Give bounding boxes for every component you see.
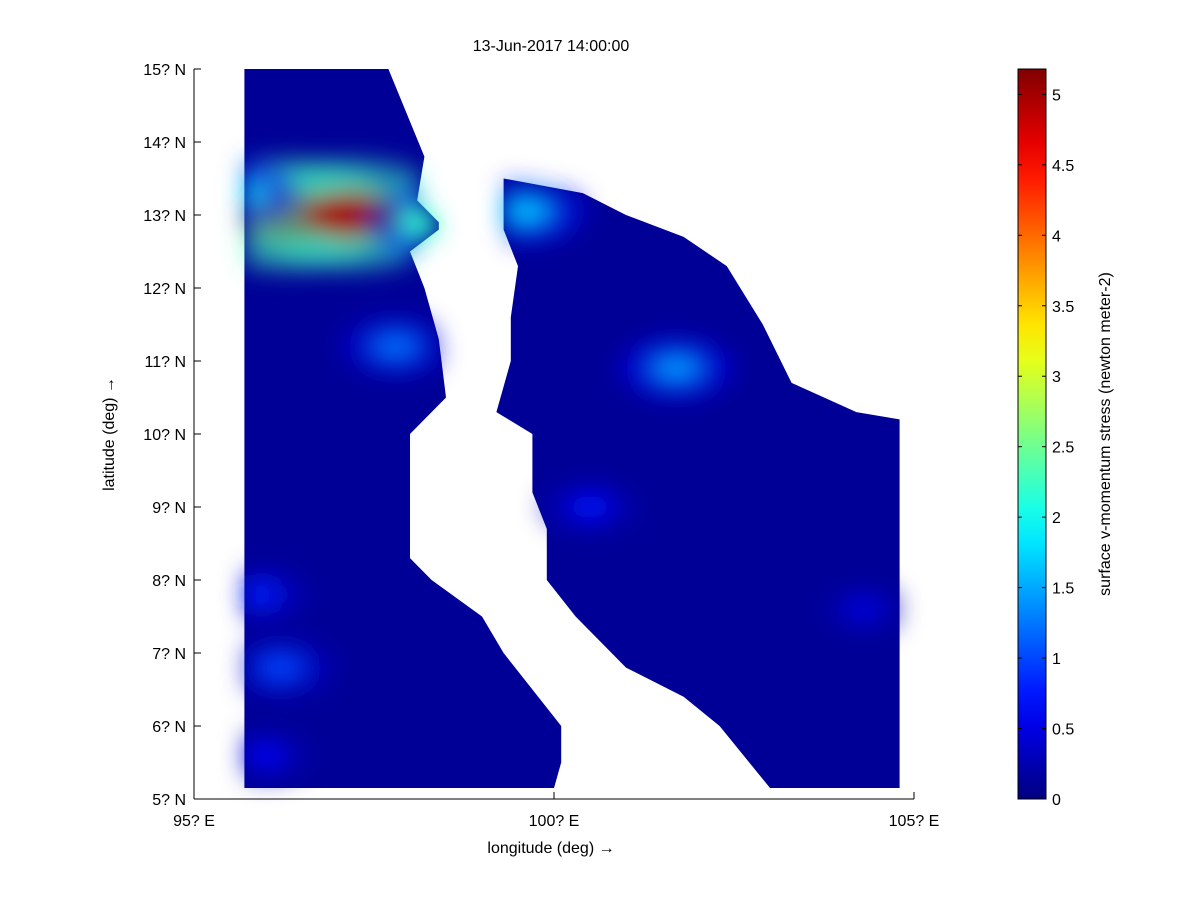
stress-hotspot bbox=[244, 178, 266, 209]
colorbar-tick-label: 0.5 bbox=[1052, 722, 1074, 739]
axes: 5? N 6? N 7? N 8? N 9? N 10? N 11? N 12? N 13? N… bbox=[143, 62, 939, 830]
colorbar-bar bbox=[1017, 68, 1047, 800]
stress-hotspot bbox=[650, 354, 703, 383]
colorbar-tick-label: 4.5 bbox=[1052, 158, 1074, 175]
stress-hotspot bbox=[256, 654, 305, 681]
y-tick-label: 13? N bbox=[143, 208, 186, 225]
y-tick-label: 10? N bbox=[143, 427, 186, 444]
plot-area bbox=[244, 69, 900, 788]
colorbar: 0 0.5 1 1.5 2 2.5 3 3.5 4 4.5 5 bbox=[1017, 68, 1074, 809]
y-tick-label: 15? N bbox=[143, 62, 186, 79]
y-axis-label: latitude (deg) → bbox=[101, 377, 118, 491]
x-tick-label: 95? E bbox=[173, 813, 215, 830]
stress-hotspot bbox=[400, 205, 463, 239]
colorbar-tick-label: 1 bbox=[1052, 651, 1061, 668]
y-tick-label: 14? N bbox=[143, 135, 186, 152]
stress-field bbox=[244, 159, 900, 782]
colorbar-label: surface v-momentum stress (newton meter-… bbox=[1097, 272, 1114, 596]
chart-title: 13-Jun-2017 14:00:00 bbox=[473, 38, 630, 55]
y-tick-label: 7? N bbox=[152, 646, 186, 663]
gulf-of-thailand-region bbox=[496, 178, 900, 788]
colorbar-tick-label: 3 bbox=[1052, 369, 1061, 386]
colorbar-tick-label: 2 bbox=[1052, 510, 1061, 527]
y-tick-label: 6? N bbox=[152, 719, 186, 736]
colorbar-tick-label: 2.5 bbox=[1052, 440, 1074, 457]
colorbar-tick-label: 1.5 bbox=[1052, 581, 1074, 598]
y-tick-label: 8? N bbox=[152, 573, 186, 590]
x-tick-label: 100? E bbox=[529, 813, 580, 830]
colorbar-tick-label: 0 bbox=[1052, 792, 1061, 809]
colorbar-tick-label: 4 bbox=[1052, 228, 1061, 245]
y-tick-label: 9? N bbox=[152, 500, 186, 517]
stress-halo bbox=[244, 159, 300, 227]
stress-hotspot bbox=[370, 332, 421, 360]
stress-hotspot bbox=[244, 582, 282, 607]
colorbar-tick-label: 3.5 bbox=[1052, 299, 1074, 316]
stress-hotspot bbox=[497, 196, 553, 227]
stress-hotspot bbox=[567, 494, 613, 520]
y-tick-label: 11? N bbox=[144, 354, 186, 371]
stress-hotspot bbox=[842, 597, 885, 621]
x-tick-label: 105? E bbox=[889, 813, 940, 830]
stress-hotspot bbox=[244, 743, 288, 767]
colorbar-tick-label: 5 bbox=[1052, 87, 1061, 104]
y-tick-label: 5? N bbox=[152, 792, 186, 809]
y-tick-label: 12? N bbox=[143, 281, 186, 298]
x-axis-label: longitude (deg) → bbox=[487, 840, 614, 857]
